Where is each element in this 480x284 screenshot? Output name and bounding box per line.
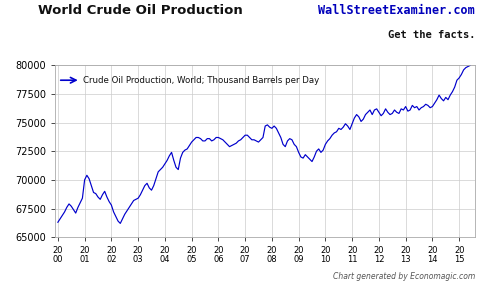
- Text: WallStreetExaminer.com: WallStreetExaminer.com: [318, 4, 475, 17]
- Text: Get the facts.: Get the facts.: [388, 30, 475, 40]
- Text: Chart generated by Economagic.com: Chart generated by Economagic.com: [333, 272, 475, 281]
- Text: Crude Oil Production, World; Thousand Barrels per Day: Crude Oil Production, World; Thousand Ba…: [84, 76, 320, 85]
- Text: World Crude Oil Production: World Crude Oil Production: [38, 4, 243, 17]
